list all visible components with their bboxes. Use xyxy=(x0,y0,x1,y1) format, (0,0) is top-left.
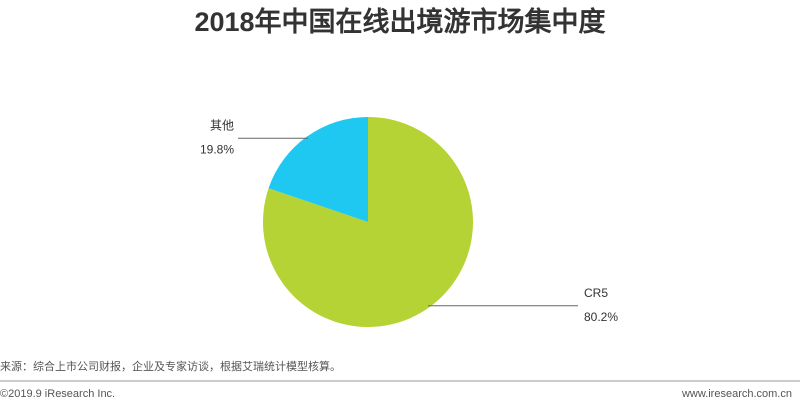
chart-title: 2018年中国在线出境游市场集中度 xyxy=(194,6,605,37)
website: www.iresearch.com.cn xyxy=(681,388,792,400)
slice-label: CR5 xyxy=(584,286,608,300)
pie-slice xyxy=(268,117,368,222)
slice-label: 其他 xyxy=(210,118,234,132)
slice-value-label: 19.8% xyxy=(200,142,234,156)
slice-value-label: 80.2% xyxy=(584,310,618,324)
source-note: 来源：综合上市公司财报，企业及专家访谈，根据艾瑞统计模型核算。 xyxy=(0,359,341,373)
copyright: ©2019.9 iResearch Inc. xyxy=(0,388,115,400)
